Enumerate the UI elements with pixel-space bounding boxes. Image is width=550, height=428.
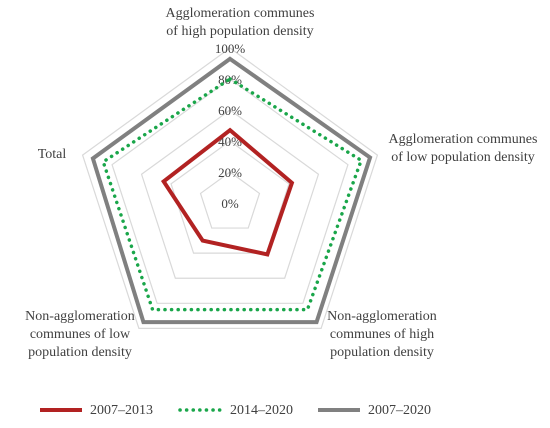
grid-ring bbox=[199, 171, 261, 229]
grid-ring bbox=[170, 140, 290, 254]
tick-label: 60% bbox=[218, 103, 242, 118]
axis-label: Non-agglomeration communes of low populati… bbox=[25, 309, 135, 360]
axis-label-line: of high population density bbox=[166, 24, 313, 39]
tick-labels: 0%20%40%60%80%100% bbox=[215, 41, 246, 211]
grid-ring bbox=[140, 109, 320, 279]
legend: 2007–2013 2014–2020 2007–2020 bbox=[40, 403, 431, 418]
axis-label: Total bbox=[38, 147, 67, 162]
axis-label-line: Agglomeration communes bbox=[166, 6, 315, 21]
axis-label-line: Non-agglomeration bbox=[327, 309, 437, 324]
axis-label-line: communes of high bbox=[330, 327, 434, 342]
axis-label-line: of low population density bbox=[391, 150, 535, 165]
series-line bbox=[160, 127, 295, 257]
axis-label-line: Agglomeration communes bbox=[389, 132, 538, 147]
legend-label: 2014–2020 bbox=[230, 403, 293, 418]
tick-label: 20% bbox=[218, 165, 242, 180]
grid-layer bbox=[81, 47, 379, 329]
tick-label: 100% bbox=[215, 41, 246, 56]
grid-ring bbox=[81, 47, 379, 329]
axis-label: Agglomeration communes of low population … bbox=[389, 132, 538, 165]
axis-label: Non-agglomeration communes of high populat… bbox=[327, 309, 437, 360]
axis-label: Agglomeration communes of high population… bbox=[166, 6, 315, 39]
tick-label: 0% bbox=[221, 196, 239, 211]
axis-label-line: Non-agglomeration bbox=[25, 309, 135, 324]
legend-label: 2007–2020 bbox=[368, 403, 431, 418]
grid-ring bbox=[111, 78, 349, 304]
axis-label-line: population density bbox=[28, 345, 132, 360]
series-line bbox=[101, 76, 364, 312]
axis-label-line: Total bbox=[38, 147, 67, 162]
series-line bbox=[90, 56, 373, 325]
legend-label: 2007–2013 bbox=[90, 403, 153, 418]
series-layer bbox=[90, 56, 373, 325]
axis-label-line: communes of low bbox=[30, 327, 131, 342]
axis-labels: Agglomeration communes of high population… bbox=[25, 6, 537, 360]
axis-label-line: population density bbox=[330, 345, 434, 360]
